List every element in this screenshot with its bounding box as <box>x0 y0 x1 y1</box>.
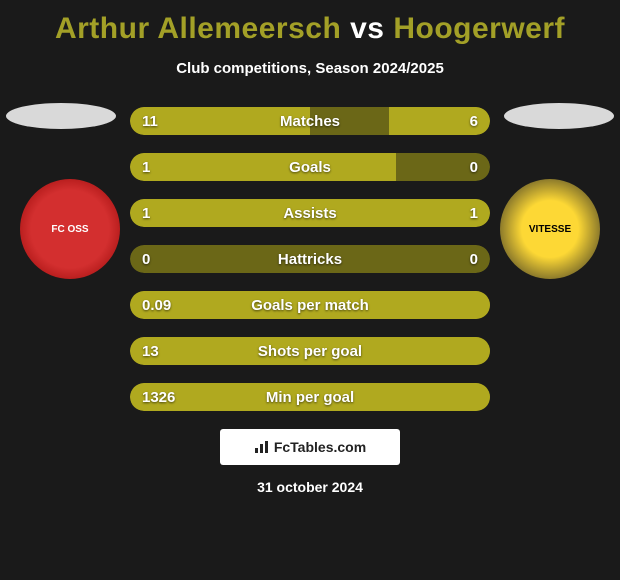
player1-name: Arthur Allemeersch <box>55 12 341 45</box>
metric-label: Goals <box>130 153 490 181</box>
metric-row: 10Goals <box>130 153 490 181</box>
metric-label: Matches <box>130 107 490 135</box>
team-badge-right-label: VITESSE <box>500 179 600 279</box>
metric-label: Shots per goal <box>130 337 490 365</box>
metric-row: 13Shots per goal <box>130 337 490 365</box>
metric-row: 11Assists <box>130 199 490 227</box>
watermark: FcTables.com <box>220 429 400 465</box>
team-badge-left-label: FC OSS <box>20 179 120 279</box>
metric-label: Hattricks <box>130 245 490 273</box>
metric-row: 0.09Goals per match <box>130 291 490 319</box>
chart-icon <box>254 440 270 454</box>
player1-ellipse <box>6 103 116 129</box>
player2-ellipse <box>504 103 614 129</box>
metric-row: 116Matches <box>130 107 490 135</box>
metric-row: 1326Min per goal <box>130 383 490 411</box>
metric-label: Goals per match <box>130 291 490 319</box>
season-subtitle: Club competitions, Season 2024/2025 <box>0 60 620 77</box>
comparison-chart: FC OSS VITESSE 116Matches 10Goals 11Assist… <box>0 107 620 411</box>
metric-row: 00Hattricks <box>130 245 490 273</box>
snapshot-date: 31 october 2024 <box>0 479 620 495</box>
player2-name: Hoogerwerf <box>393 12 565 45</box>
watermark-text: FcTables.com <box>274 439 366 455</box>
metric-label: Assists <box>130 199 490 227</box>
comparison-title: Arthur Allemeersch vs Hoogerwerf <box>0 0 620 46</box>
team-badge-right: VITESSE <box>500 179 600 279</box>
metric-label: Min per goal <box>130 383 490 411</box>
metric-bars: 116Matches 10Goals 11Assists 00Hattricks 0.0… <box>130 107 490 411</box>
vs-separator: vs <box>350 12 384 45</box>
team-badge-left: FC OSS <box>20 179 120 279</box>
